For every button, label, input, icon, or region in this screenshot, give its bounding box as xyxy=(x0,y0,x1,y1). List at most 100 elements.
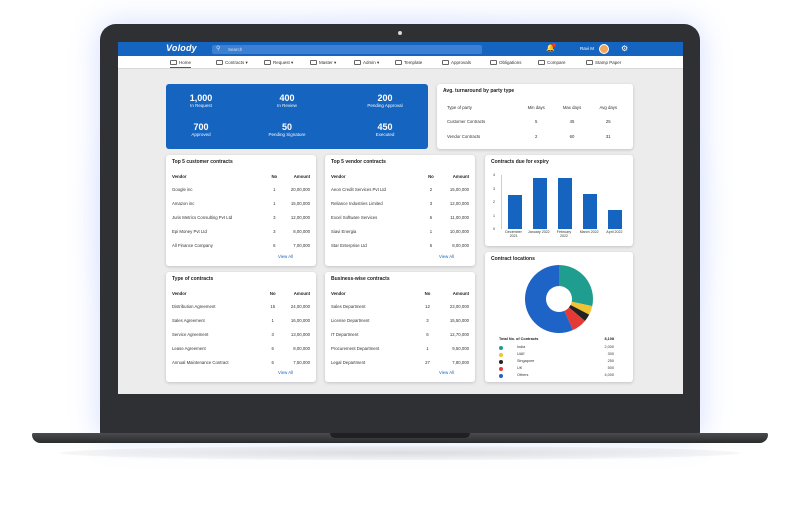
cell: License Department xyxy=(331,317,370,323)
cell: Sales Department xyxy=(331,303,366,309)
legend-item[interactable]: India 2,000 xyxy=(499,344,614,351)
stat-in-request[interactable]: 1,000 In Request xyxy=(166,93,236,109)
cell: Amazon inc xyxy=(172,200,195,206)
avatar[interactable] xyxy=(599,44,609,54)
view-all-link[interactable]: View All xyxy=(439,370,454,375)
table-row[interactable]: Service Agreement 3 13,00,000 xyxy=(172,327,310,341)
search-input[interactable]: ⚲ Search xyxy=(212,45,482,54)
nav-item-approvals[interactable]: Approvals xyxy=(442,58,471,67)
legend-label: India xyxy=(517,345,526,349)
table-row[interactable]: Lease Agreement 6 8,00,000 xyxy=(172,341,310,355)
stat-label: Executed xyxy=(375,132,395,137)
pie-total-value: 8,108 xyxy=(604,337,614,341)
table-row[interactable]: Amazon inc 1 15,00,000 xyxy=(172,196,310,210)
legend-item[interactable]: UK 500 xyxy=(499,365,614,372)
nav-item-template[interactable]: Template xyxy=(395,58,422,67)
card-title: Top 5 vendor contracts xyxy=(331,159,386,165)
column-header: Amount xyxy=(452,291,469,296)
stat-pending-approval[interactable]: 200 Pending Approval xyxy=(350,93,420,109)
stat-executed[interactable]: 450 Executed xyxy=(350,122,420,138)
legend-value: 500 xyxy=(607,366,614,370)
laptop-screen: Volody ⚲ Search 🔔 Ravi M ⚙ Home Contract… xyxy=(118,42,683,394)
cell: 7,50,000 xyxy=(293,359,310,365)
table-row[interactable]: Sales Agreement 1 16,00,000 xyxy=(172,313,310,327)
legend-item[interactable]: Singapore 250 xyxy=(499,358,614,365)
legend-item[interactable]: UAE 300 xyxy=(499,351,614,358)
nav-item-admin[interactable]: Admin ▾ xyxy=(354,58,379,67)
user-name[interactable]: Ravi M xyxy=(580,46,595,51)
cell: Star Enterprise Ltd xyxy=(331,242,367,248)
cell: 12,00,000 xyxy=(449,200,469,206)
cell: 6 xyxy=(426,331,429,337)
stat-in-review[interactable]: 400 In Review xyxy=(252,93,322,109)
table-row[interactable]: All Finance Company 6 7,00,000 xyxy=(172,238,310,252)
table-row[interactable]: Annual Maintenance Contract 6 7,50,000 xyxy=(172,355,310,369)
table-row[interactable]: Excel Software Services 6 11,00,000 xyxy=(331,210,469,224)
card-title: Avg. turnaround by party type xyxy=(443,88,515,94)
stat-value: 50 xyxy=(281,122,292,132)
table-row[interactable]: Legal Department 27 7,80,000 xyxy=(331,355,469,369)
table-row[interactable]: Star Enterprise Ltd 6 8,00,000 xyxy=(331,238,469,252)
nav-item-request[interactable]: Request ▾ xyxy=(264,58,293,67)
cell: 6 xyxy=(273,242,276,248)
nav-label: Obligations xyxy=(499,60,522,65)
bell-icon[interactable]: 🔔 xyxy=(546,45,555,52)
table-row[interactable]: Distribution Agreement 15 24,00,000 xyxy=(172,299,310,313)
nav-item-compare[interactable]: Compare xyxy=(538,58,566,67)
nav-label: Request ▾ xyxy=(273,60,294,65)
legend-item[interactable]: Others 4,000 xyxy=(499,372,614,379)
cell: Annual Maintenance Contract xyxy=(172,359,229,365)
table-row[interactable]: Siavi Energia 1 10,00,000 xyxy=(331,224,469,238)
column-header: No xyxy=(271,174,278,179)
nav-item-obligations[interactable]: Obligations xyxy=(490,58,522,67)
cell: 2 xyxy=(429,186,433,192)
view-all-link[interactable]: View All xyxy=(278,370,293,375)
cell: All Finance Company xyxy=(172,242,213,248)
app-logo[interactable]: Volody xyxy=(166,43,197,53)
x-axis: December 2021 January 2022 February 2022 Ma… xyxy=(501,230,627,242)
table-row[interactable]: Juris Metrics Consulting Pvt Ltd 3 12,00,0… xyxy=(172,210,310,224)
cell: 3 xyxy=(426,317,429,323)
bar-0[interactable] xyxy=(507,195,522,229)
table-row[interactable]: Aeon Credit Services Pvt Ltd 2 15,00,000 xyxy=(331,182,469,196)
table-row[interactable]: License Department 3 15,50,000 xyxy=(331,313,469,327)
table-row[interactable]: Procurement Department 1 9,50,000 xyxy=(331,341,469,355)
legend-label: UAE xyxy=(517,352,525,356)
cell: 12,70,000 xyxy=(449,331,469,337)
column-header: Amount xyxy=(293,174,310,179)
gear-icon[interactable]: ⚙ xyxy=(621,44,629,53)
view-all-link[interactable]: View All xyxy=(439,254,454,259)
stat-approved[interactable]: 700 Approved xyxy=(166,122,236,138)
cell: 1 xyxy=(273,186,276,192)
nav-item-contracts[interactable]: Contracts ▾ xyxy=(216,58,248,67)
cell: Lease Agreement xyxy=(172,345,206,351)
pie-chart xyxy=(525,265,593,333)
card-title: Type of contracts xyxy=(172,276,214,282)
column-header: Vendor xyxy=(331,174,346,179)
nav-item-master[interactable]: Master ▾ xyxy=(310,58,336,67)
stat-pending-signature[interactable]: 50 Pending Signature xyxy=(252,122,322,138)
obligations-icon xyxy=(490,60,497,66)
view-all-link[interactable]: View All xyxy=(278,254,293,259)
bar-4[interactable] xyxy=(608,210,623,229)
x-tick-label: March 2022 xyxy=(579,230,599,234)
cell: 16,00,000 xyxy=(290,317,310,323)
table-row[interactable]: Sales Department 12 23,00,000 xyxy=(331,299,469,313)
bar-2[interactable] xyxy=(558,177,572,229)
table-row[interactable]: Epi Money Pvt Ltd 3 8,00,000 xyxy=(172,224,310,238)
table-row[interactable]: Google inc 1 20,00,000 xyxy=(172,182,310,196)
bar-3[interactable] xyxy=(583,193,598,229)
table-row[interactable]: IT Department 6 12,70,000 xyxy=(331,327,469,341)
cell: 12 xyxy=(425,303,430,309)
legend-value: 250 xyxy=(607,359,614,363)
nav-item-stamp-paper[interactable]: Stamp Paper xyxy=(586,58,621,67)
nav-item-home[interactable]: Home xyxy=(170,58,192,68)
pie-total-label: Total No. of Contracts xyxy=(499,337,539,341)
column-header: Vendor xyxy=(172,291,187,296)
table-row[interactable]: Reliance Industries Limited 3 12,00,000 xyxy=(331,196,469,210)
cell: 60 xyxy=(569,134,575,139)
stats-panel: 1,000 In Request 400 In Review 200 Pending … xyxy=(166,84,428,149)
bar-1[interactable] xyxy=(532,177,547,229)
legend-swatch xyxy=(499,360,503,364)
y-tick-label: 3 xyxy=(493,186,495,191)
